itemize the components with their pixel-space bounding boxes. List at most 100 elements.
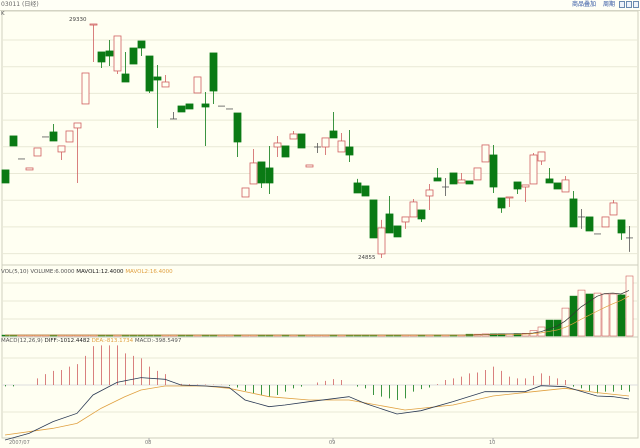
candle-up: [33, 147, 42, 157]
candle-down: [1, 169, 10, 184]
layout-icon-1[interactable]: [619, 1, 625, 8]
candle-up: [377, 227, 386, 255]
candle-down: [201, 103, 210, 108]
candle-up: [521, 184, 530, 188]
period-button[interactable]: 周期: [602, 1, 615, 8]
volume-bar: [617, 294, 626, 337]
candle-down: [569, 198, 578, 228]
mavol-line-5: [5, 290, 630, 336]
candle-down: [297, 133, 306, 149]
dea-line: [4, 385, 630, 436]
candle-up: [273, 142, 282, 148]
volume-bar: [569, 295, 578, 337]
candle-up: [457, 179, 466, 184]
candle-down: [489, 154, 498, 188]
candle-up: [305, 164, 314, 168]
candle-down: [497, 197, 506, 209]
mavol-line-10: [5, 295, 630, 336]
x-tick-label: 09: [329, 440, 336, 446]
candle-down: [553, 182, 562, 190]
candle-up: [89, 23, 98, 26]
candle-up: [161, 81, 170, 88]
candle-down: [177, 105, 186, 113]
candle-up: [529, 154, 538, 185]
candle-up: [193, 76, 202, 94]
candle-down: [281, 145, 290, 158]
volume-bar: [553, 319, 562, 337]
volume-bar: [601, 293, 610, 337]
candle-down: [345, 146, 354, 156]
candle-down: [9, 135, 18, 147]
candle-down: [49, 131, 58, 142]
candle-down: [449, 172, 458, 185]
candle-up: [425, 189, 434, 197]
diff-line: [4, 377, 630, 441]
candle-down: [585, 216, 594, 232]
candle-down: [369, 199, 378, 239]
overlay-button[interactable]: 商品叠加: [571, 1, 596, 8]
candle-down: [353, 182, 362, 194]
candle-down: [185, 103, 194, 110]
volume-bar: [593, 292, 602, 337]
candle-up: [81, 72, 90, 105]
candle-down: [209, 52, 218, 92]
candle-up: [473, 167, 482, 181]
candle-up: [65, 130, 74, 143]
volume-bar: [521, 332, 530, 337]
candle-up: [409, 201, 418, 218]
candle-up: [481, 144, 490, 163]
high-label: 29330: [69, 17, 87, 23]
dea-value: DEA:-813.1734: [91, 338, 134, 344]
candle-down: [513, 181, 522, 190]
candle-down: [153, 76, 162, 81]
volume-bar: [545, 319, 554, 337]
macd-legend: MACD(12,26,9) DIFF:-1012.4482 DEA:-813.1…: [1, 338, 181, 345]
macd-name: MACD(12,26,9): [1, 338, 43, 344]
mavol1-value: MAVOL1:12.4000: [76, 269, 124, 275]
candle-up: [561, 179, 570, 193]
vol-name: VOL(5,10): [1, 269, 29, 275]
candle-down: [105, 50, 114, 57]
candle-down: [137, 40, 146, 49]
mavol2-value: MAVOL2:16.4000: [125, 269, 173, 275]
candle-up: [609, 202, 618, 216]
x-tick-label: 2007/07: [9, 440, 30, 446]
candle-up: [25, 167, 34, 171]
candle-up: [241, 187, 250, 198]
candle-up: [73, 122, 82, 129]
candle-up: [113, 35, 122, 72]
candle-up: [321, 137, 330, 148]
volume-bar: [609, 293, 618, 337]
candle-down: [617, 219, 626, 234]
candle-down: [361, 185, 370, 197]
candle-up: [289, 133, 298, 140]
candle-down: [129, 47, 138, 65]
candle-up: [337, 140, 346, 153]
layout-icon-3[interactable]: [633, 1, 639, 8]
candle-down: [257, 161, 266, 184]
candle-down: [545, 178, 554, 184]
x-tick-label: 10: [489, 440, 496, 446]
x-tick-label: 08: [145, 440, 152, 446]
diff-value: DIFF:-1012.4482: [44, 338, 90, 344]
candle-up: [601, 216, 610, 228]
layout-icon-2[interactable]: [626, 1, 632, 8]
candle-down: [385, 213, 394, 234]
volume-bar: [577, 289, 586, 337]
candle-down: [393, 225, 402, 238]
candle-up: [57, 145, 66, 153]
layout-buttons: [619, 1, 639, 8]
candle-down: [433, 177, 442, 182]
chart-frame: [1, 10, 639, 439]
candle-down: [97, 51, 106, 63]
candle-up: [249, 162, 258, 185]
volume-legend: VOL(5,10) VOLUME:6.0000 MAVOL1:12.4000 M…: [1, 269, 173, 276]
candle-down: [465, 180, 474, 185]
vol-value: VOLUME:6.0000: [30, 269, 75, 275]
candle-up: [537, 151, 546, 162]
low-label: 24855: [358, 255, 376, 261]
candle-down: [265, 167, 274, 184]
period-marker: K: [1, 11, 5, 17]
macd-value: MACD:-398.5497: [134, 338, 182, 344]
